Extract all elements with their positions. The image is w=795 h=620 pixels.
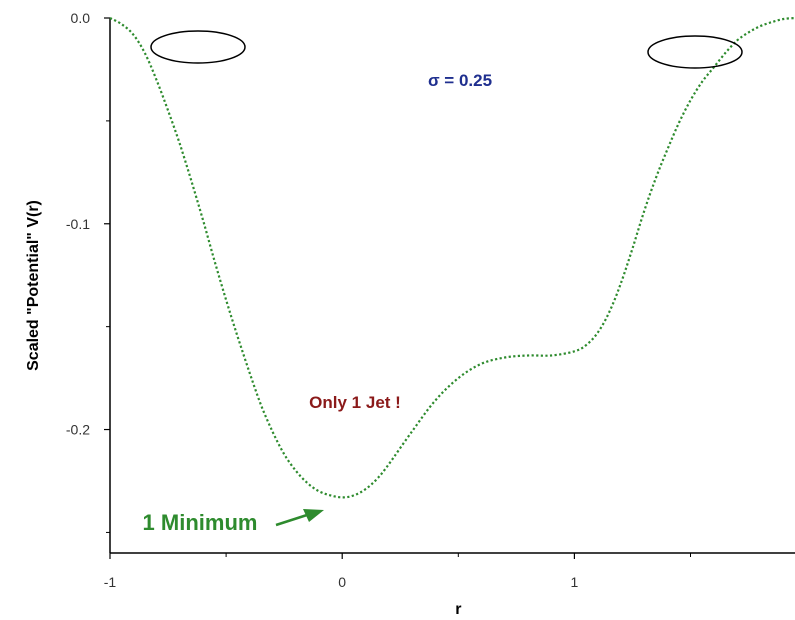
ticks [104,17,692,559]
x-tick-label: -1 [104,574,117,590]
y-tick-label: 0.0 [71,10,91,26]
minimum-arrow-shaft [275,513,308,527]
jet-ellipse-left [150,30,246,64]
only-one-jet-annotation: Only 1 Jet ! [309,393,401,412]
y-axis-title: Scaled "Potential" V(r) [25,200,42,371]
x-tick-label: 1 [571,574,579,590]
potential-curve [109,16,795,499]
x-tick-label: 0 [338,574,346,590]
tick-labels: -1 0 1 0.0 -0.1 -0.2 [66,10,579,590]
y-tick-label: -0.1 [66,216,90,232]
minimum-arrow [275,509,324,527]
sigma-annotation: σ = 0.25 [428,71,492,90]
axes [109,18,795,554]
x-axis-title: r [455,601,461,618]
minimum-arrow-head [303,509,324,522]
one-minimum-annotation: 1 Minimum [143,510,258,535]
jet-ellipse-right [647,35,743,69]
y-tick-label: -0.2 [66,422,90,438]
